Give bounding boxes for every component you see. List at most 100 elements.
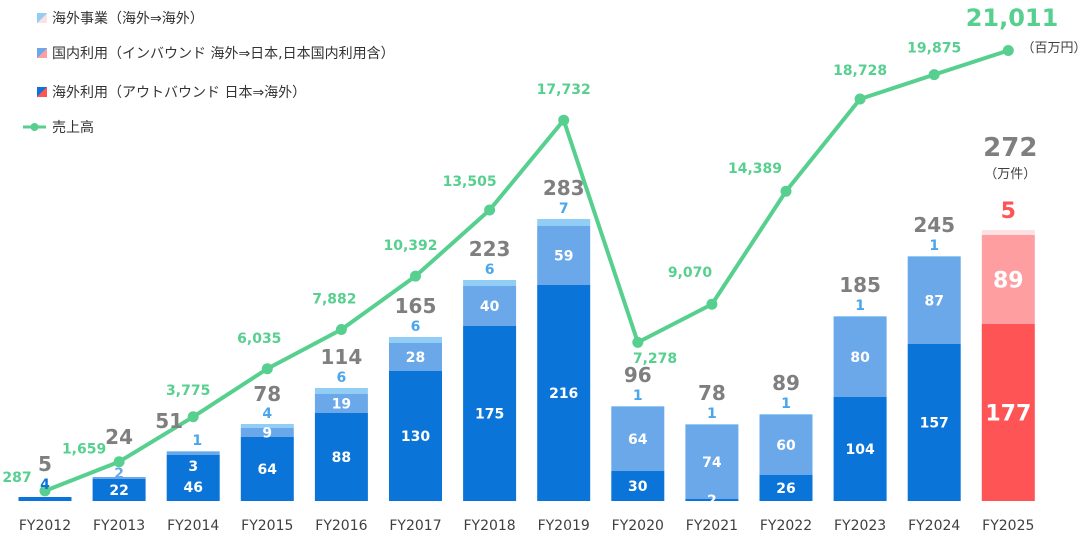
sales-value-label: 7,278 — [633, 351, 677, 367]
sales-line-marker — [1002, 45, 1014, 57]
x-tick-label: FY2022 — [760, 518, 812, 534]
sales-line-marker — [558, 114, 570, 126]
label-total: 96 — [624, 363, 652, 387]
bar-domestic-use — [240, 428, 294, 437]
bar-overseas-business — [314, 388, 368, 394]
label-overseas-use: 157 — [920, 416, 949, 432]
label-total: 223 — [469, 237, 511, 261]
legend-label-0: 海外事業（海外⇒海外） — [52, 11, 204, 27]
bar-overseas-use — [314, 413, 368, 501]
sales-line-marker — [113, 456, 125, 468]
x-tick-label: FY2025 — [982, 518, 1034, 534]
label-overseas-business: 1 — [633, 388, 643, 404]
bar-domestic-use — [166, 452, 220, 455]
bar-domestic-use — [314, 394, 368, 413]
label-overseas-use: 130 — [401, 429, 430, 445]
x-tick-label: FY2015 — [241, 518, 293, 534]
sales-value-label: 1,659 — [62, 442, 106, 458]
bars — [18, 219, 1035, 501]
sales-value-label: 18,728 — [833, 63, 887, 79]
label-domestic-use: 59 — [554, 249, 573, 265]
label-domestic-use: 87 — [924, 294, 943, 310]
x-tick-label: FY2021 — [686, 518, 738, 534]
label-total: 272 — [983, 133, 1037, 163]
sales-value-label: 13,505 — [443, 174, 497, 190]
label-overseas-use: 64 — [258, 462, 278, 478]
sales-value-label: 9,070 — [668, 265, 713, 281]
label-overseas-use: 4 — [40, 477, 50, 493]
x-tick-label: FY2016 — [315, 518, 367, 534]
sales-line-marker — [632, 336, 644, 348]
label-overseas-business: 1 — [192, 433, 202, 449]
sales-value-label: 7,882 — [312, 292, 356, 308]
legend-label-2: 海外利用（アウトバウンド 日本⇒海外） — [52, 85, 306, 101]
label-domestic-use: 64 — [628, 432, 648, 448]
legend-swatch-1 — [37, 48, 47, 58]
bar-overseas-business — [907, 256, 961, 257]
bar-overseas-use — [537, 285, 591, 501]
label-overseas-business: 7 — [559, 201, 569, 217]
label-overseas-business: 6 — [337, 370, 347, 386]
bar-overseas-use — [907, 344, 961, 501]
bar-overseas-use — [611, 471, 665, 501]
sales-line-marker — [854, 93, 866, 105]
bar-overseas-business — [389, 337, 442, 343]
label-domestic-use: 89 — [993, 269, 1024, 294]
label-overseas-use: 2 — [707, 493, 717, 509]
x-tick-label: FY2017 — [389, 518, 441, 534]
x-tick-label: FY2014 — [167, 518, 219, 534]
bar-overseas-use — [981, 324, 1035, 501]
x-tick-label: FY2018 — [463, 518, 515, 534]
bar-domestic-use — [92, 477, 146, 479]
label-overseas-business: 4 — [262, 406, 272, 422]
label-total: 51 — [155, 409, 183, 433]
label-overseas-business: 1 — [707, 406, 717, 422]
sales-value-label: 10,392 — [383, 238, 437, 254]
sales-line — [44, 48, 1009, 493]
label-domestic-use: 19 — [332, 397, 351, 413]
sales-value-label: 14,389 — [728, 161, 782, 177]
sales-value-label: 3,775 — [166, 383, 210, 399]
label-overseas-use: 30 — [628, 479, 648, 495]
sales-unit-label: （百万円） — [1021, 41, 1086, 56]
labels: FY201245FY201322224FY2014463151FY2015649… — [2, 4, 1086, 534]
label-domestic-use: 60 — [776, 438, 796, 454]
sales-line-marker — [410, 270, 421, 282]
label-domestic-use: 74 — [702, 455, 722, 471]
label-overseas-use: 88 — [332, 450, 351, 466]
legend-label-1: 国内利用（インバウンド 海外⇒日本,日本国内利用含） — [52, 46, 395, 62]
sales-value-label: 21,011 — [966, 4, 1059, 32]
bar-overseas-use — [92, 479, 146, 501]
label-overseas-business: 1 — [929, 238, 939, 254]
bar-overseas-use — [685, 499, 739, 501]
sales-line-marker — [39, 485, 51, 497]
label-overseas-use: 216 — [549, 386, 578, 402]
sales-line-marker — [780, 185, 792, 197]
sales-line-marker — [261, 363, 273, 375]
bar-overseas-business — [240, 424, 294, 428]
label-overseas-business: 1 — [855, 298, 865, 314]
bar-overseas-business — [611, 406, 665, 407]
legend-line-marker — [30, 123, 39, 131]
label-total: 78 — [253, 382, 281, 406]
label-domestic-use: 28 — [406, 350, 425, 366]
sales-line-marker — [335, 324, 347, 336]
label-overseas-use: 175 — [475, 407, 504, 423]
bar-overseas-business — [759, 414, 813, 415]
label-total: 24 — [105, 425, 133, 449]
sales-line-marker — [706, 298, 718, 310]
x-tick-label: FY2019 — [538, 518, 590, 534]
label-total: 5 — [38, 452, 52, 476]
bar-domestic-use — [981, 235, 1035, 324]
label-domestic-use: 80 — [850, 350, 870, 366]
bar-domestic-use — [537, 226, 591, 285]
legend-swatch-0 — [37, 13, 47, 23]
label-overseas-business: 1 — [781, 396, 791, 412]
bar-overseas-business — [685, 424, 739, 425]
sales-line-marker — [187, 411, 199, 423]
bar-overseas-use — [18, 497, 72, 501]
sales-value-label: 6,035 — [237, 331, 281, 347]
label-domestic-use: 40 — [480, 299, 500, 315]
